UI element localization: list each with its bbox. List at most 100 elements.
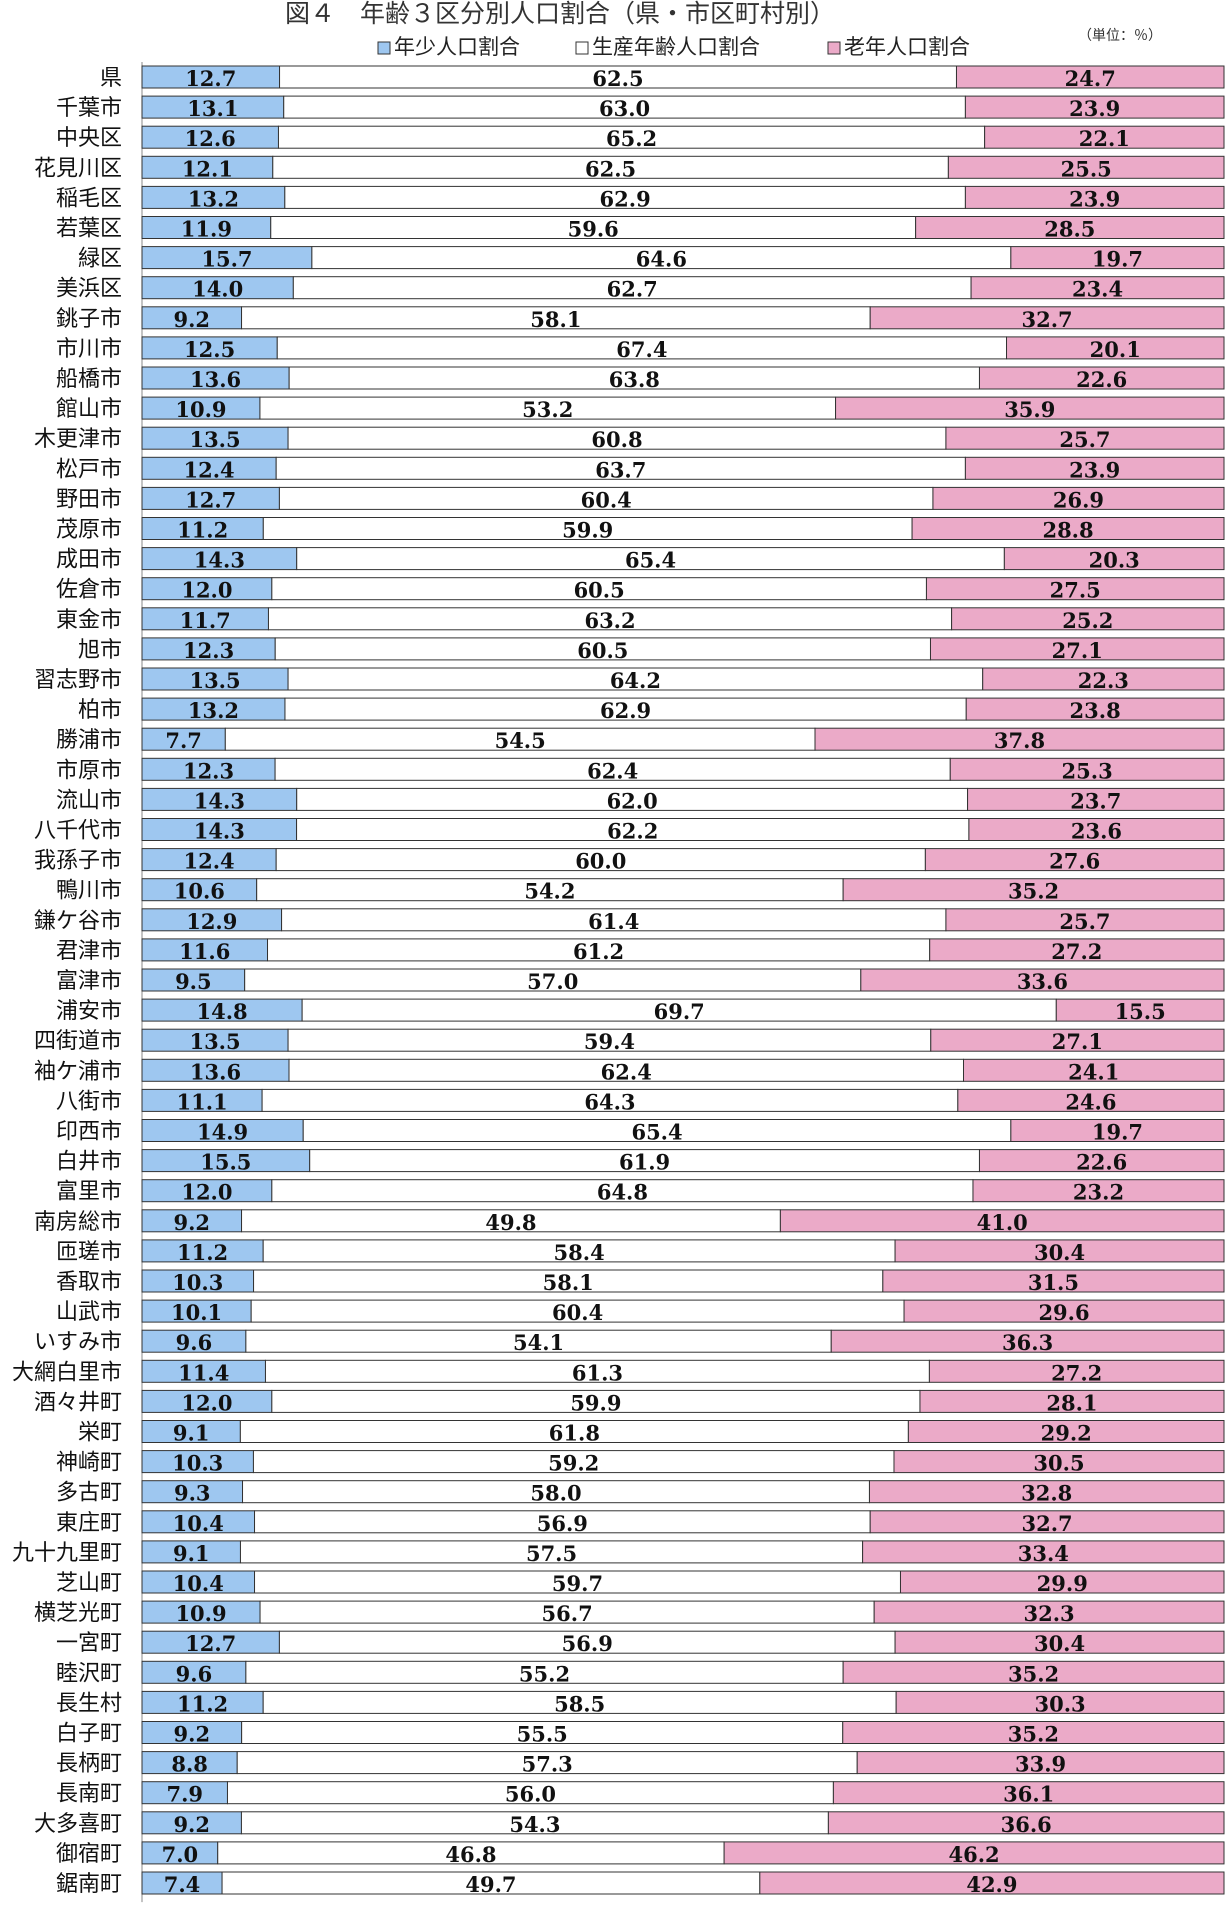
category-label: 栄町 bbox=[78, 1421, 122, 1446]
data-label: 11.9 bbox=[181, 217, 232, 242]
data-label: 30.3 bbox=[1034, 1691, 1085, 1716]
bar-segment bbox=[915, 216, 1225, 239]
data-label: 62.7 bbox=[607, 277, 658, 302]
data-label: 11.6 bbox=[179, 939, 230, 964]
data-label: 63.0 bbox=[599, 96, 650, 121]
data-label: 14.0 bbox=[192, 277, 243, 302]
bar-segment bbox=[1010, 246, 1225, 270]
data-label: 59.2 bbox=[548, 1451, 599, 1476]
data-label: 27.6 bbox=[1049, 849, 1100, 874]
data-label: 32.3 bbox=[1024, 1601, 1075, 1626]
data-label: 58.1 bbox=[530, 307, 581, 332]
bar-segment bbox=[869, 306, 1225, 330]
data-label: 22.6 bbox=[1076, 367, 1127, 392]
data-label: 23.4 bbox=[1072, 277, 1123, 302]
bar-segment bbox=[929, 938, 1225, 962]
data-label: 35.9 bbox=[1004, 397, 1055, 422]
bar-segment bbox=[1010, 1119, 1225, 1142]
category-label: 富里市 bbox=[56, 1180, 122, 1205]
data-label: 64.2 bbox=[610, 668, 661, 693]
category-label: 四街道市 bbox=[34, 1029, 122, 1054]
data-label: 9.5 bbox=[175, 969, 212, 994]
data-label: 12.3 bbox=[183, 638, 234, 663]
data-label: 23.6 bbox=[1071, 819, 1122, 844]
data-label: 22.3 bbox=[1078, 668, 1129, 693]
category-label: 東金市 bbox=[56, 608, 122, 633]
category-label: 香取市 bbox=[56, 1270, 122, 1295]
bar-segment bbox=[835, 396, 1225, 420]
chart-title: 図４ 年齢３区分別人口割合（県・市区町村別） bbox=[285, 0, 835, 28]
data-label: 7.4 bbox=[164, 1872, 201, 1897]
data-label: 59.9 bbox=[570, 1390, 621, 1415]
bar-segment bbox=[925, 577, 1225, 601]
category-label: 長柄町 bbox=[56, 1752, 122, 1777]
data-label: 20.3 bbox=[1089, 548, 1140, 573]
category-label: 白子町 bbox=[56, 1722, 122, 1747]
bar-segment bbox=[955, 65, 1225, 89]
category-label: 木更津市 bbox=[34, 427, 122, 452]
data-label: 32.8 bbox=[1021, 1481, 1072, 1506]
data-label: 63.2 bbox=[584, 608, 635, 633]
data-label: 62.5 bbox=[592, 66, 643, 91]
data-label: 15.7 bbox=[201, 247, 252, 272]
legend-item-1: 生産年齢人口割合 bbox=[575, 35, 760, 59]
data-label: 10.4 bbox=[173, 1571, 224, 1596]
category-label: 野田市 bbox=[56, 487, 122, 512]
bar-segment bbox=[868, 1480, 1225, 1504]
data-label: 12.7 bbox=[185, 487, 236, 512]
bar-segment bbox=[964, 95, 1225, 119]
data-label: 12.0 bbox=[181, 578, 232, 603]
data-label: 23.9 bbox=[1069, 96, 1120, 121]
data-label: 62.2 bbox=[607, 819, 658, 844]
data-label: 58.5 bbox=[554, 1691, 605, 1716]
category-label: 九十九里町 bbox=[12, 1541, 122, 1566]
data-label: 36.3 bbox=[1002, 1330, 1053, 1355]
bar-segment bbox=[862, 1540, 1225, 1564]
category-label: 長生村 bbox=[56, 1691, 122, 1716]
data-label: 27.1 bbox=[1052, 638, 1103, 663]
category-label: 酒々井町 bbox=[34, 1390, 122, 1415]
category-label: 鋸南町 bbox=[56, 1872, 122, 1897]
data-label: 23.2 bbox=[1073, 1180, 1124, 1205]
data-label: 57.5 bbox=[526, 1541, 577, 1566]
data-label: 41.0 bbox=[977, 1210, 1028, 1235]
data-label: 19.7 bbox=[1092, 1120, 1143, 1145]
bar-segment bbox=[814, 727, 1225, 751]
data-label: 15.5 bbox=[1115, 999, 1166, 1024]
legend-item-2: 老年人口割合 bbox=[827, 35, 970, 59]
data-label: 33.9 bbox=[1015, 1752, 1066, 1777]
data-label: 27.5 bbox=[1050, 578, 1101, 603]
bar-segment bbox=[919, 1389, 1225, 1413]
data-label: 7.9 bbox=[166, 1782, 203, 1807]
data-label: 9.2 bbox=[174, 1722, 211, 1747]
bar-segment bbox=[779, 1209, 1225, 1233]
data-label: 13.2 bbox=[188, 186, 239, 211]
data-label: 12.0 bbox=[181, 1390, 232, 1415]
data-label: 12.7 bbox=[185, 1631, 236, 1656]
data-label: 33.4 bbox=[1018, 1541, 1069, 1566]
data-label: 54.3 bbox=[509, 1812, 560, 1837]
data-label: 12.7 bbox=[185, 66, 236, 91]
data-label: 58.0 bbox=[530, 1481, 581, 1506]
data-label: 10.9 bbox=[175, 1601, 226, 1626]
data-label: 9.6 bbox=[176, 1330, 213, 1355]
category-label: 市川市 bbox=[56, 337, 122, 362]
category-label: 睦沢町 bbox=[56, 1661, 122, 1686]
category-label: 流山市 bbox=[56, 788, 122, 813]
bar-segment bbox=[723, 1841, 1225, 1865]
data-label: 8.8 bbox=[171, 1752, 208, 1777]
bar-segment bbox=[930, 1028, 1225, 1052]
category-label: 緑区 bbox=[78, 247, 122, 272]
data-label: 15.5 bbox=[200, 1150, 251, 1175]
data-label: 64.8 bbox=[597, 1180, 648, 1205]
data-label: 24.6 bbox=[1065, 1089, 1116, 1114]
data-label: 23.7 bbox=[1070, 788, 1121, 813]
data-label: 9.1 bbox=[173, 1541, 210, 1566]
data-label: 12.6 bbox=[185, 126, 236, 151]
data-label: 13.2 bbox=[188, 698, 239, 723]
data-label: 14.9 bbox=[197, 1120, 248, 1145]
data-label: 59.4 bbox=[584, 1029, 635, 1054]
data-label: 11.2 bbox=[177, 1240, 228, 1265]
data-label: 14.3 bbox=[194, 788, 245, 813]
data-label: 35.2 bbox=[1008, 1722, 1059, 1747]
